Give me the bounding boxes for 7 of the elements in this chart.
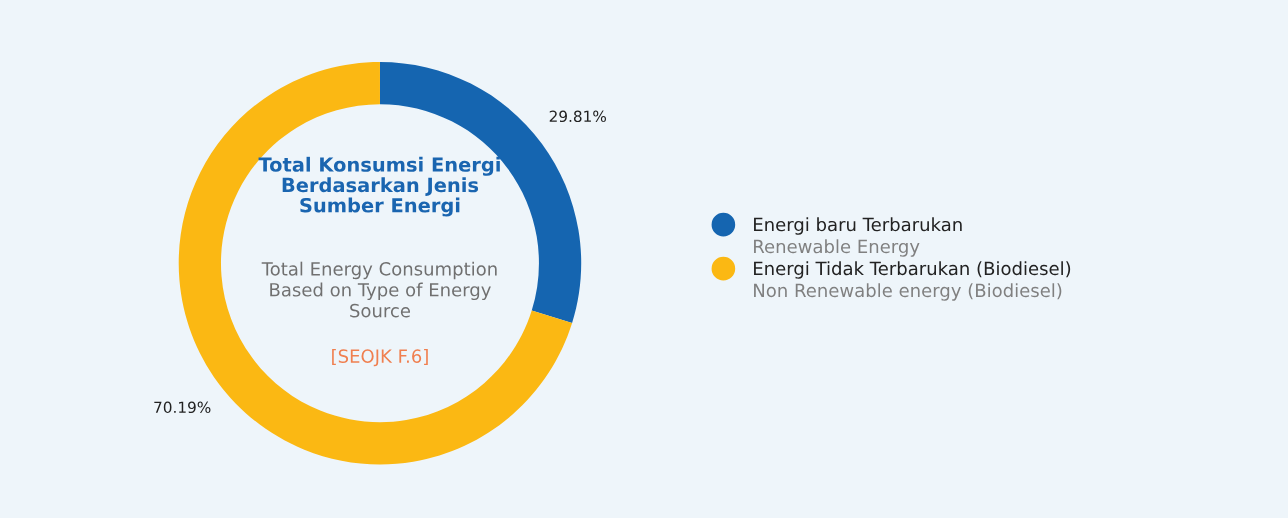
data-label: 70.19% bbox=[154, 401, 211, 414]
legend-label: Energi baru Terbarukan Renewable Energy bbox=[754, 217, 962, 257]
text: Total Konsumsi Energi Berdasarkan Jenis Sumber Energi bbox=[258, 156, 500, 217]
legend-label: Energi Tidak Terbarukan (Biodiesel) Non Renewable energy (Biodiesel) bbox=[754, 261, 1071, 301]
data-label: 29.81% bbox=[549, 110, 607, 123]
text: Total Energy Consumption Based on Type of Energy Source bbox=[261, 261, 497, 318]
text: [SEOJK F.6] bbox=[332, 348, 428, 367]
